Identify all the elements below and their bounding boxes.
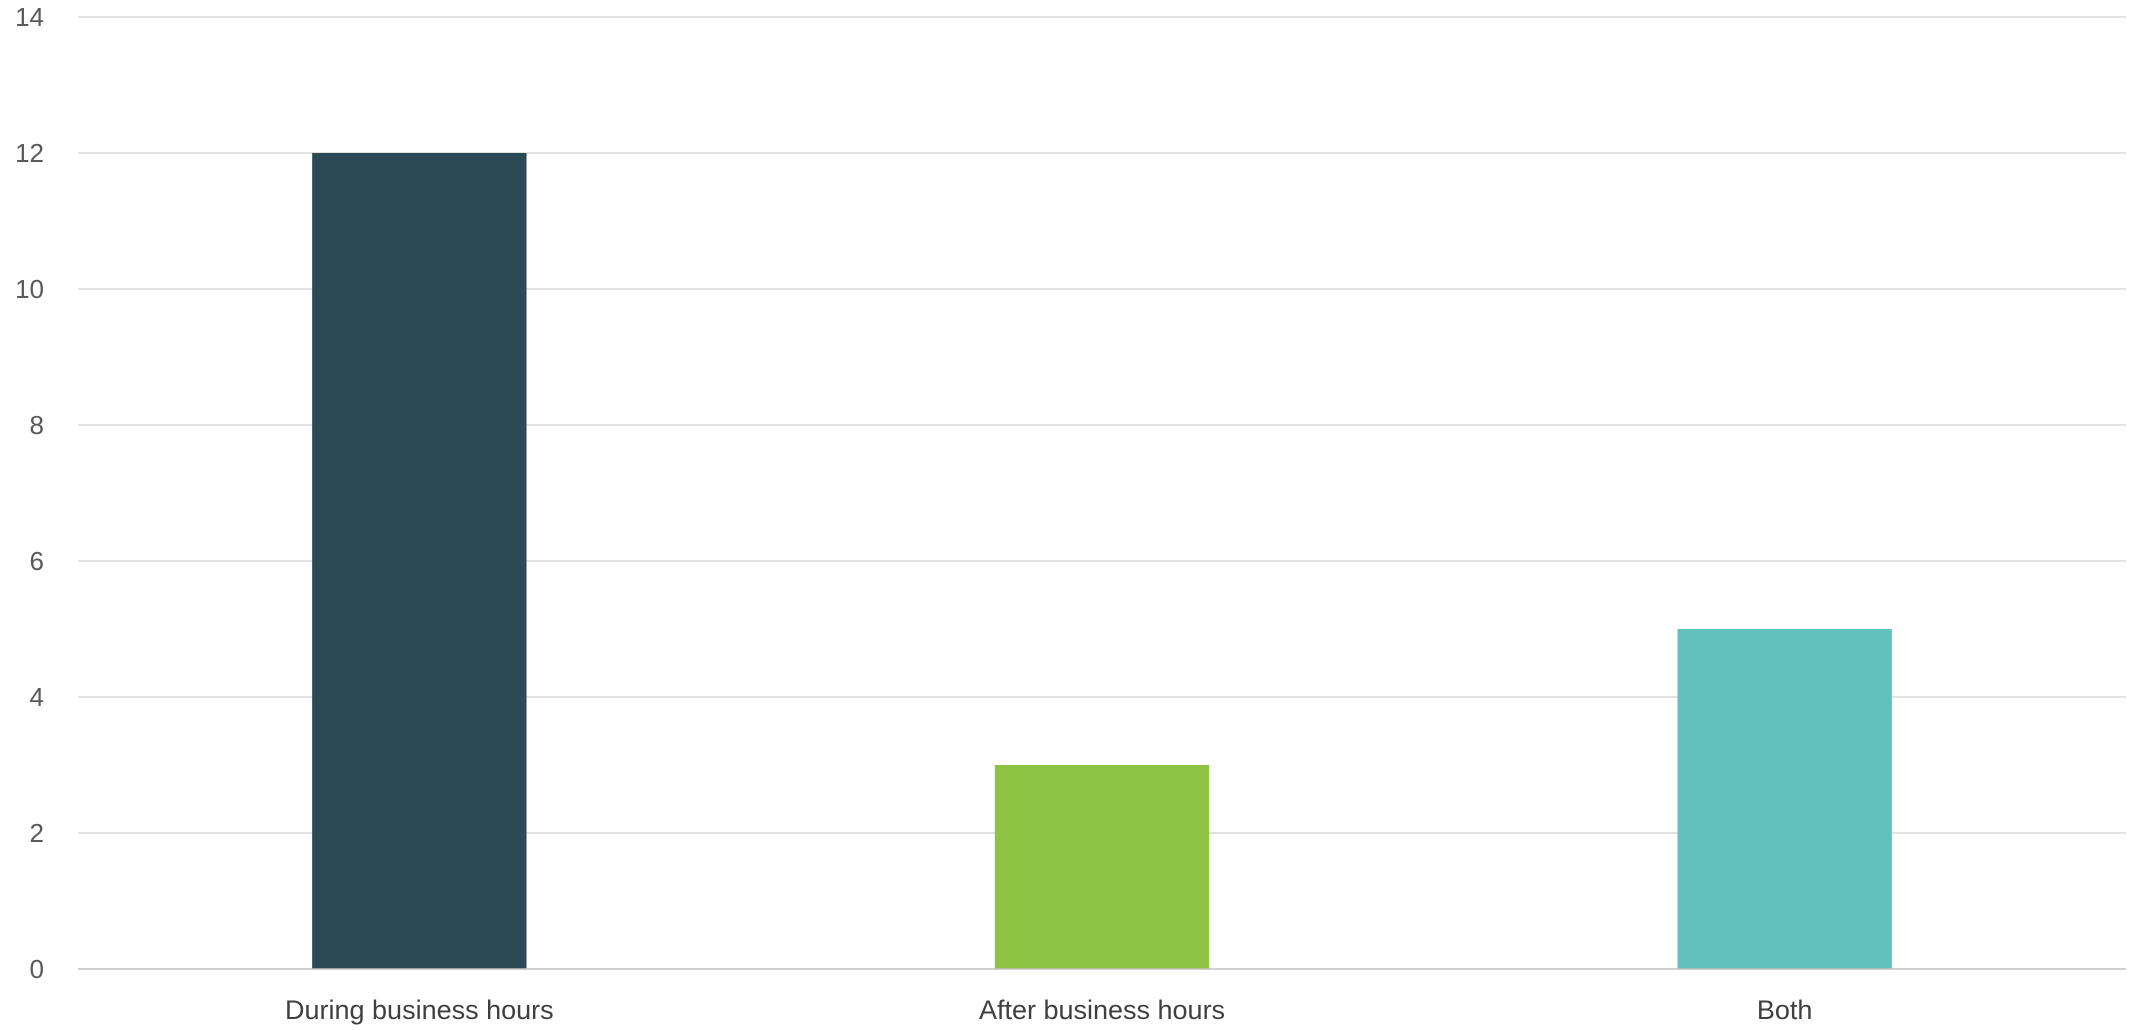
x-axis-category-labels: During business hours After business hour… xyxy=(285,995,1812,1025)
y-tick-label: 6 xyxy=(30,546,44,576)
x-category-label: Both xyxy=(1757,995,1813,1025)
y-tick-label: 12 xyxy=(15,138,44,168)
x-category-label: During business hours xyxy=(285,995,554,1025)
y-tick-label: 2 xyxy=(30,818,44,848)
y-tick-label: 8 xyxy=(30,410,44,440)
x-category-label: After business hours xyxy=(979,995,1225,1025)
y-tick-label: 10 xyxy=(15,274,44,304)
bars xyxy=(312,153,1892,969)
bar-after-business-hours xyxy=(994,765,1210,969)
y-tick-label: 14 xyxy=(15,2,44,32)
y-tick-label: 4 xyxy=(30,682,44,712)
y-tick-label: 0 xyxy=(30,954,44,984)
bar-during-business-hours xyxy=(312,153,527,969)
y-axis-tick-labels: 0 2 4 6 8 10 12 14 xyxy=(15,2,44,984)
bar-both xyxy=(1677,629,1892,969)
